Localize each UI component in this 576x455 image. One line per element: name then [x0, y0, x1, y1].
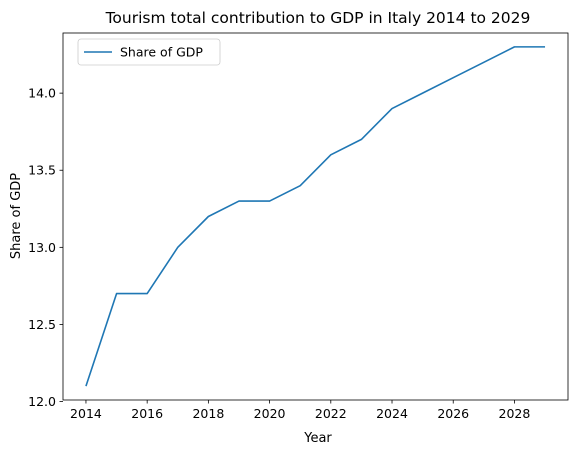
series-line-0 [86, 47, 545, 386]
y-axis: 12.0 12.5 13.0 13.5 14.0 [28, 86, 63, 409]
y-tick-label: 13.0 [28, 240, 56, 255]
y-axis-label: Share of GDP [9, 173, 24, 259]
x-tick-label: 2020 [254, 406, 286, 421]
y-tick-label: 14.0 [28, 86, 56, 101]
plot-area [86, 47, 545, 386]
x-tick-label: 2022 [315, 406, 347, 421]
x-axis: 2014 2016 2018 2020 2022 2024 2026 2028 [70, 400, 530, 421]
axes-frame [63, 33, 568, 400]
x-tick-label: 2018 [192, 406, 224, 421]
legend: Share of GDP [78, 39, 220, 65]
x-tick-label: 2014 [70, 406, 102, 421]
x-tick-label: 2028 [499, 406, 531, 421]
chart-title: Tourism total contribution to GDP in Ita… [105, 9, 531, 27]
x-tick-label: 2026 [437, 406, 469, 421]
y-tick-label: 12.0 [28, 394, 56, 409]
x-axis-label: Year [303, 431, 332, 446]
y-tick-label: 12.5 [28, 317, 56, 332]
legend-label: Share of GDP [120, 45, 203, 60]
x-tick-label: 2016 [131, 406, 163, 421]
y-tick-label: 13.5 [28, 163, 56, 178]
x-tick-label: 2024 [376, 406, 408, 421]
